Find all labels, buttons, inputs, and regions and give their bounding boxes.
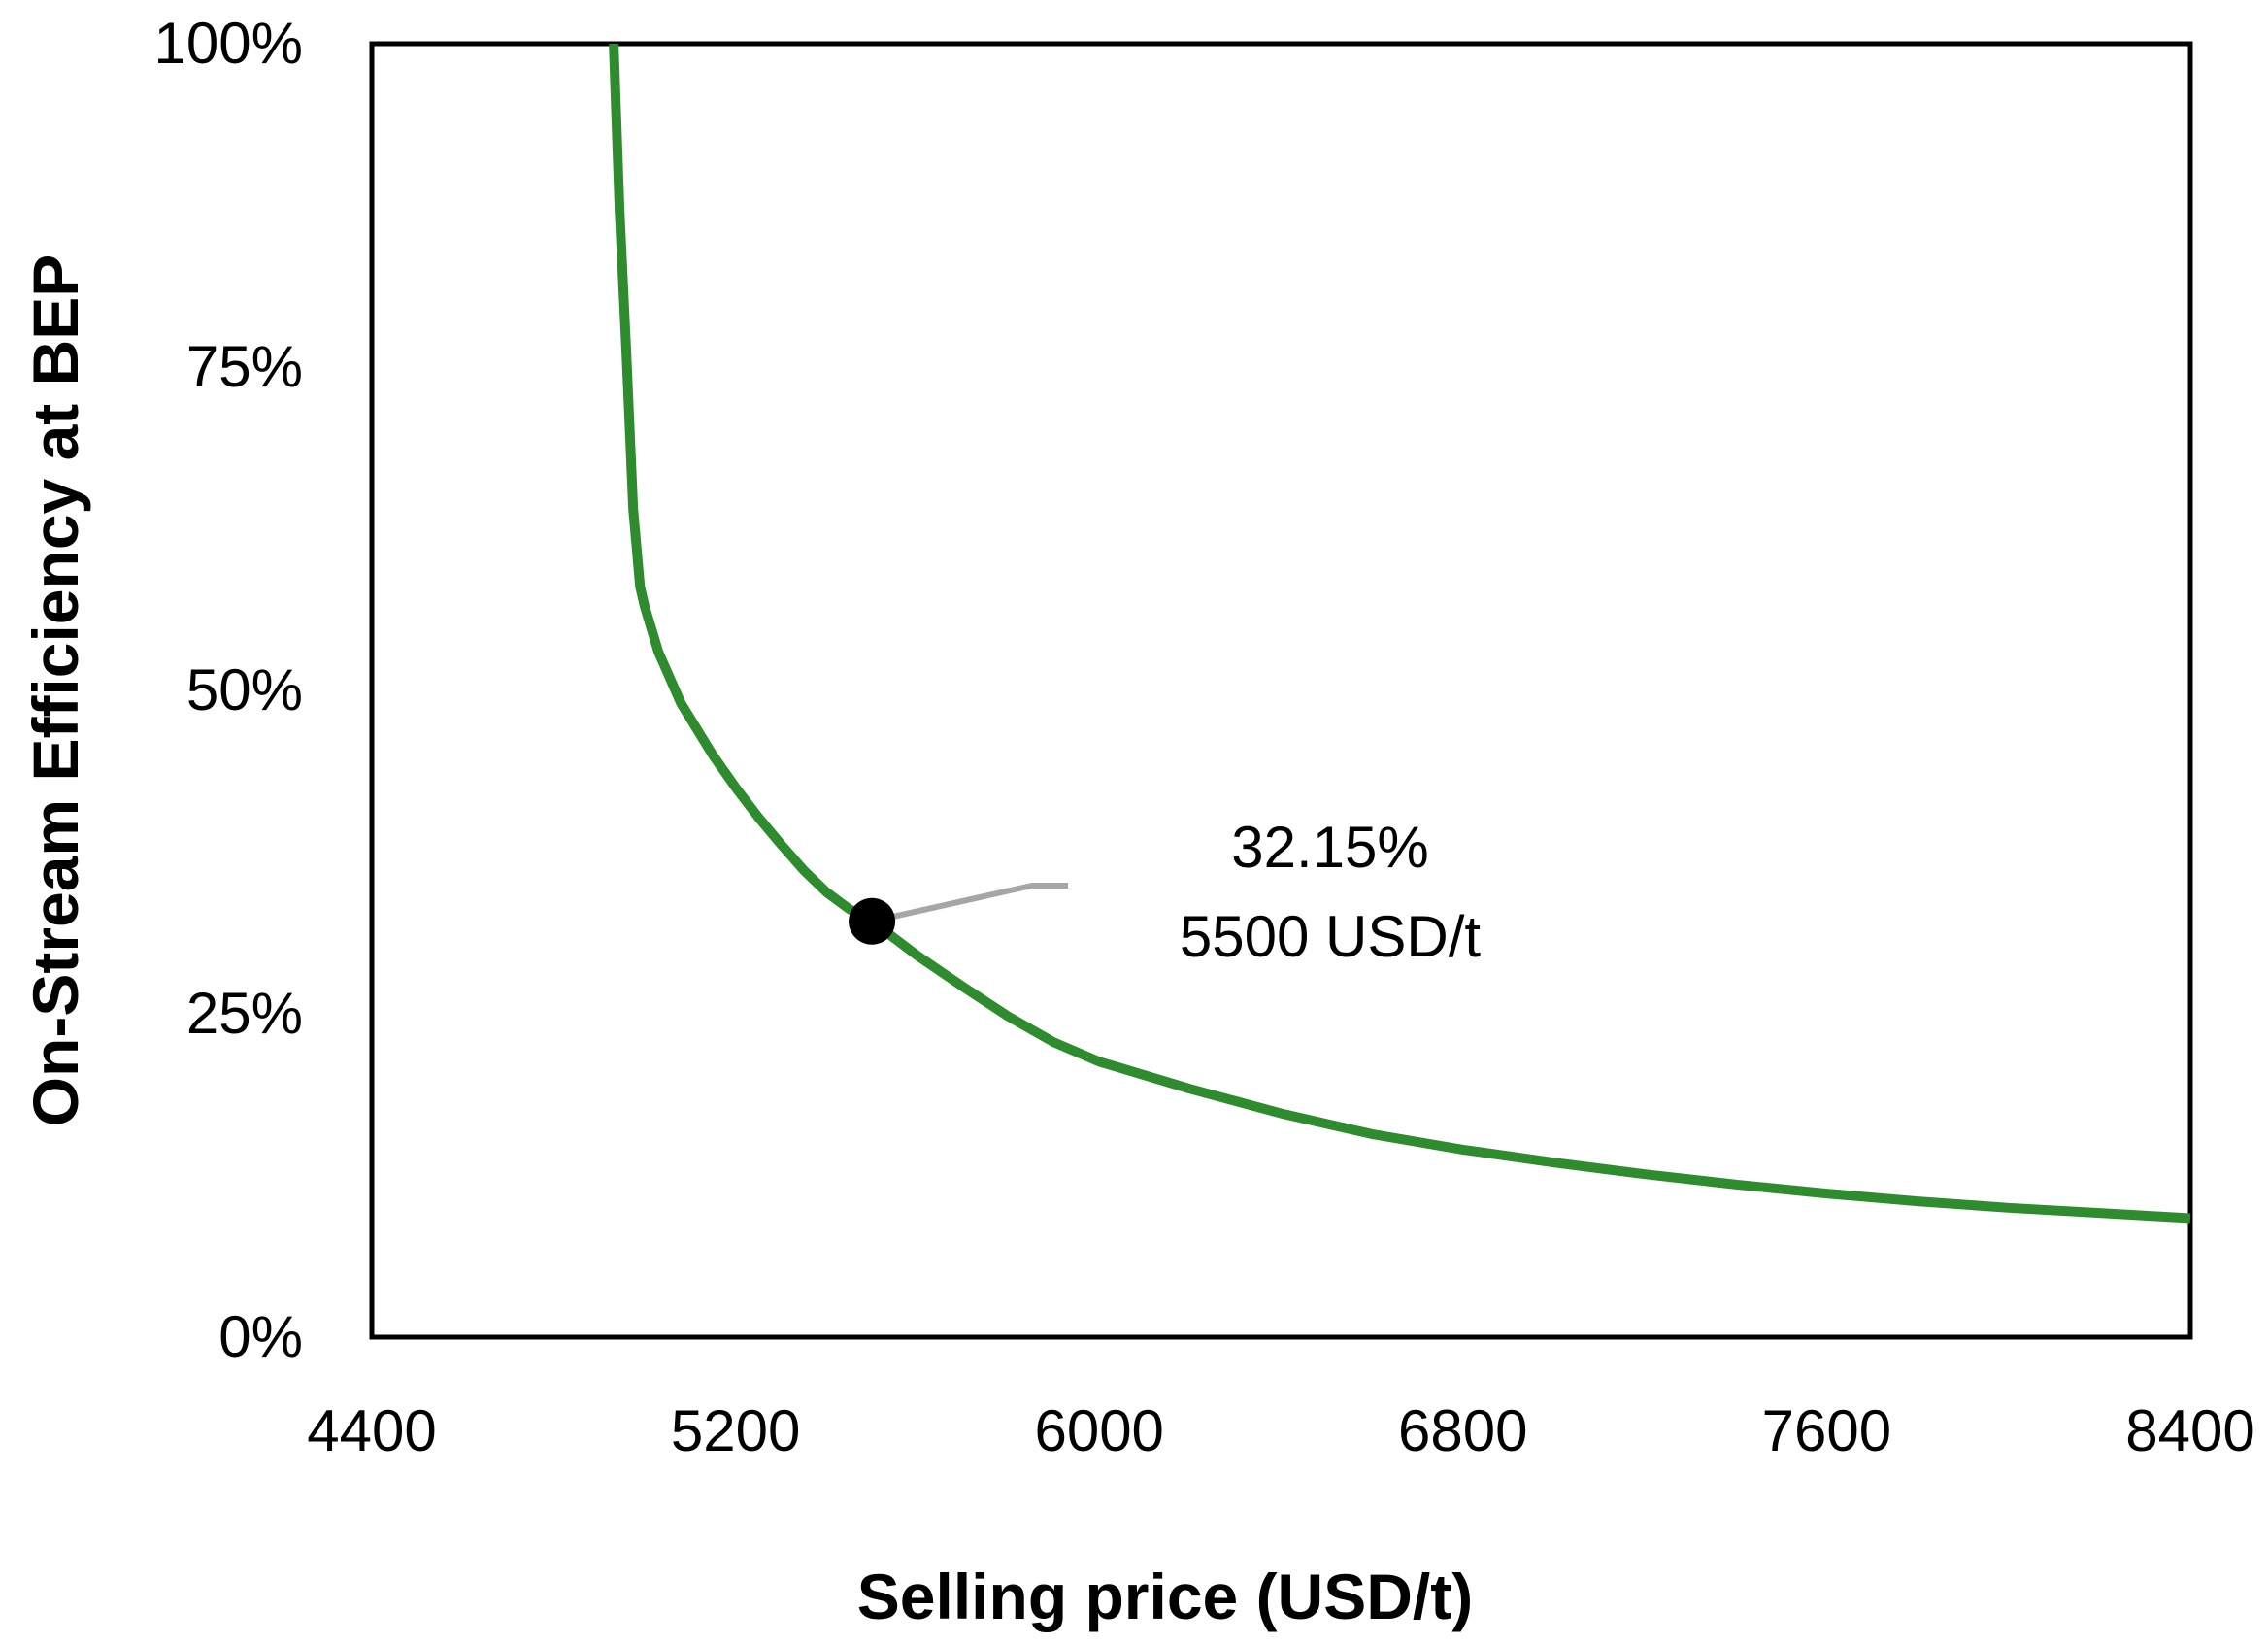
x-tick-label: 7600 [1762,1398,1891,1463]
x-tick-label: 4400 [307,1398,436,1463]
plot-area [369,41,2193,1340]
y-axis-tick-labels: 0% 25% 50% 75% 100% [154,11,303,1369]
x-tick-label: 8400 [2125,1398,2254,1463]
x-tick-label: 6000 [1034,1398,1163,1463]
annotation-leader-line [871,883,1068,924]
annotation-label-efficiency: 32.15% [1231,815,1429,880]
annotation-layer: 32.15% 5500 USD/t [849,815,1481,969]
y-tick-label: 75% [186,334,303,399]
highlight-point-marker [849,897,896,945]
y-tick-label: 25% [186,981,303,1046]
y-tick-label: 50% [186,657,303,722]
series-layer [609,43,2191,1224]
x-tick-label: 6800 [1398,1398,1527,1463]
annotation-label-price: 5500 USD/t [1180,904,1481,969]
x-axis-title: Selling price (USD/t) [857,1560,1473,1632]
y-tick-label: 0% [218,1304,303,1369]
series-line [609,43,2191,1224]
y-axis-title: On-Stream Efficiency at BEP [19,254,91,1127]
y-tick-label: 100% [154,11,303,76]
x-axis-tick-labels: 4400 5200 6000 6800 7600 8400 [307,1398,2254,1463]
x-tick-label: 5200 [671,1398,800,1463]
